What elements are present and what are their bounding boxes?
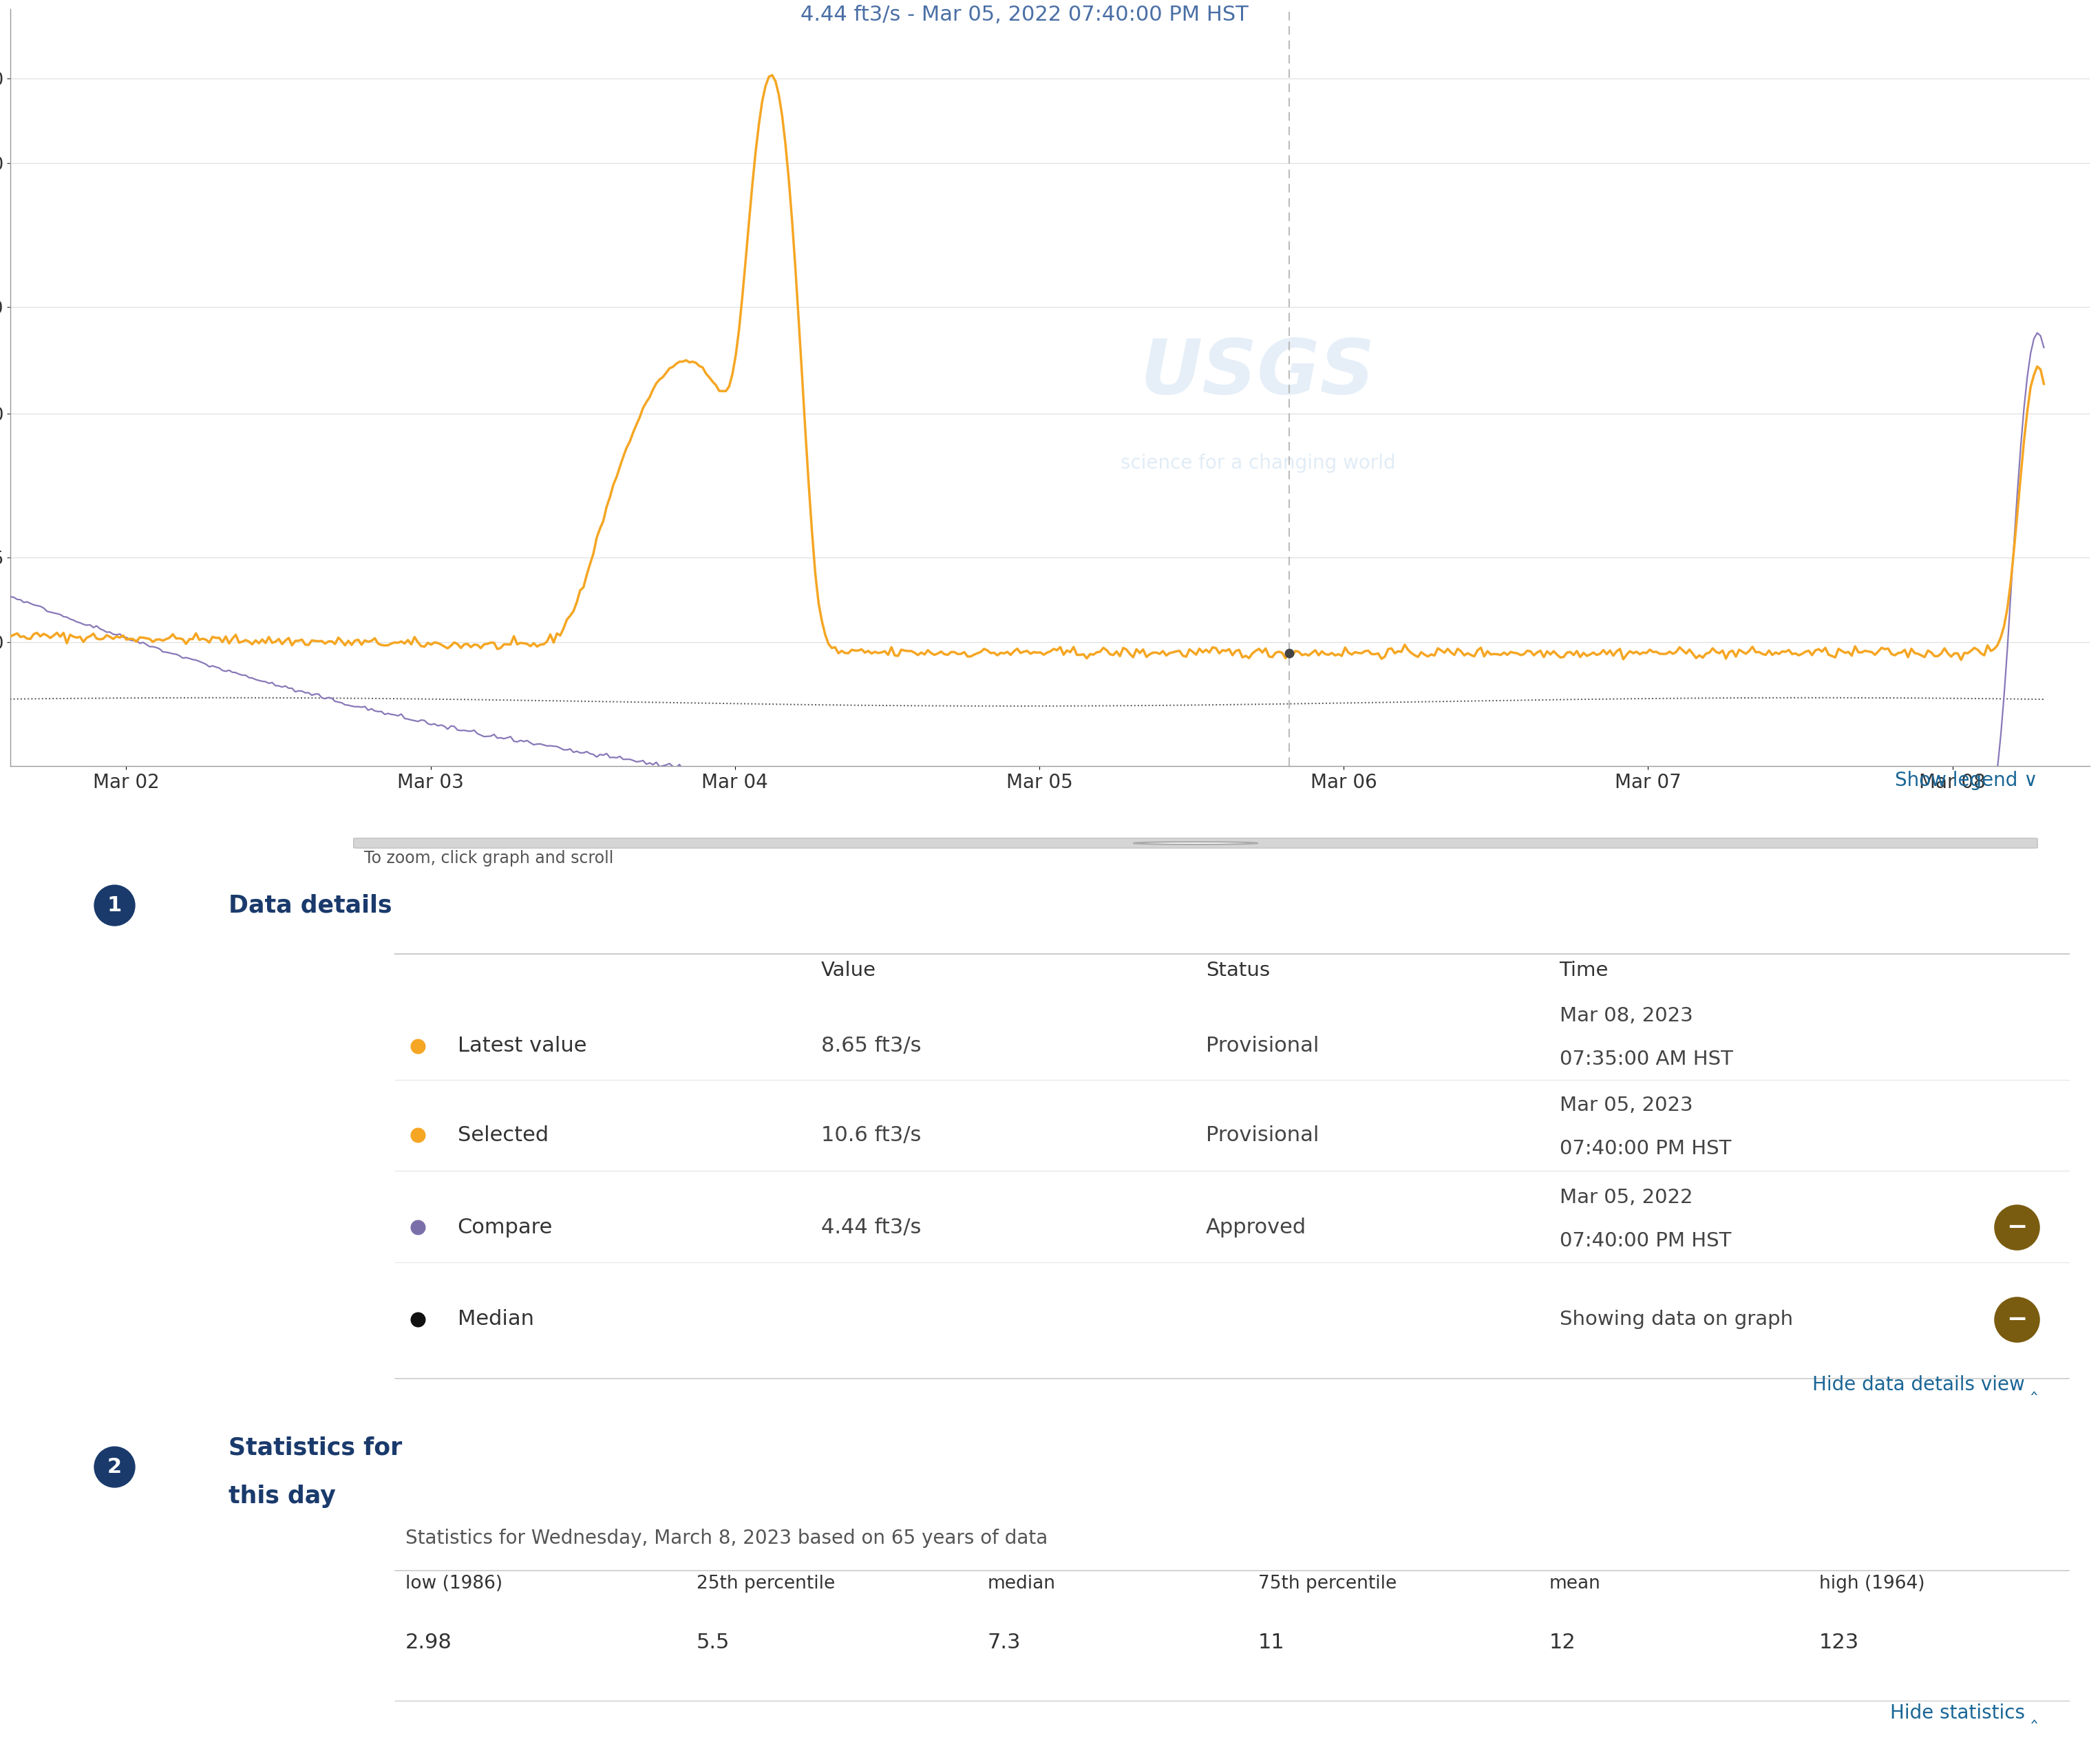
Text: 07:40:00 PM HST: 07:40:00 PM HST <box>1560 1139 1730 1158</box>
Text: 2.98: 2.98 <box>405 1632 451 1653</box>
Text: 75th percentile: 75th percentile <box>1258 1575 1397 1592</box>
Point <box>401 1305 435 1333</box>
Text: Time: Time <box>1560 960 1609 979</box>
Text: USGS: USGS <box>1140 336 1376 409</box>
Point <box>1999 1214 2033 1242</box>
Text: Statistics for Wednesday, March 8, 2023 based on 65 years of data: Statistics for Wednesday, March 8, 2023 … <box>405 1529 1048 1549</box>
Text: 1: 1 <box>107 895 122 915</box>
Point <box>97 1453 130 1481</box>
Text: high (1964): high (1964) <box>1819 1575 1926 1592</box>
Text: Latest value: Latest value <box>458 1036 586 1056</box>
Text: 8.65 ft3/s: 8.65 ft3/s <box>821 1036 922 1056</box>
Text: Mar 05, 2023: Mar 05, 2023 <box>1560 1096 1693 1115</box>
Text: mean: mean <box>1550 1575 1600 1592</box>
Text: this day: this day <box>229 1484 336 1509</box>
Text: 4.44 ft3/s - Mar 05, 2022 07:40:00 PM HST: 4.44 ft3/s - Mar 05, 2022 07:40:00 PM HS… <box>800 5 1247 24</box>
Point <box>401 1031 435 1059</box>
Point <box>97 892 130 920</box>
Point <box>1999 1305 2033 1333</box>
Text: −: − <box>2006 1308 2027 1331</box>
Text: Statistics for: Statistics for <box>229 1435 403 1460</box>
Text: median: median <box>987 1575 1056 1592</box>
Point <box>401 1214 435 1242</box>
Text: 2: 2 <box>107 1456 122 1477</box>
Text: Selected: Selected <box>458 1125 548 1144</box>
Text: Compare: Compare <box>458 1218 552 1237</box>
Text: Hide statistics ‸: Hide statistics ‸ <box>1890 1704 2037 1723</box>
FancyBboxPatch shape <box>353 838 2037 848</box>
Text: Hide data details view ‸: Hide data details view ‸ <box>1812 1374 2037 1395</box>
Text: 10.6 ft3/s: 10.6 ft3/s <box>821 1125 922 1144</box>
Circle shape <box>1134 841 1258 845</box>
Text: Provisional: Provisional <box>1205 1125 1319 1144</box>
Text: 7.3: 7.3 <box>987 1632 1021 1653</box>
Text: 25th percentile: 25th percentile <box>697 1575 836 1592</box>
Text: Data details: Data details <box>229 894 393 916</box>
Text: 07:40:00 PM HST: 07:40:00 PM HST <box>1560 1232 1730 1251</box>
Text: 07:35:00 AM HST: 07:35:00 AM HST <box>1560 1050 1732 1070</box>
Text: 12: 12 <box>1550 1632 1575 1653</box>
Point <box>401 1122 435 1150</box>
Text: Provisional: Provisional <box>1205 1036 1319 1056</box>
Text: Show legend ∨: Show legend ∨ <box>1894 772 2037 791</box>
Text: low (1986): low (1986) <box>405 1575 502 1592</box>
Text: To zoom, click graph and scroll: To zoom, click graph and scroll <box>363 850 613 866</box>
Text: Status: Status <box>1205 960 1270 979</box>
Text: Median: Median <box>458 1310 533 1329</box>
Text: Approved: Approved <box>1205 1218 1306 1237</box>
Text: Mar 05, 2022: Mar 05, 2022 <box>1560 1188 1693 1207</box>
Text: 5.5: 5.5 <box>697 1632 731 1653</box>
Text: 123: 123 <box>1819 1632 1859 1653</box>
Text: 4.44 ft3/s: 4.44 ft3/s <box>821 1218 922 1237</box>
Text: science for a changing world: science for a changing world <box>1121 453 1394 472</box>
Text: Mar 08, 2023: Mar 08, 2023 <box>1560 1007 1693 1026</box>
Text: −: − <box>2006 1216 2027 1239</box>
Text: Showing data on graph: Showing data on graph <box>1560 1310 1793 1329</box>
Text: 11: 11 <box>1258 1632 1285 1653</box>
Text: Value: Value <box>821 960 876 979</box>
